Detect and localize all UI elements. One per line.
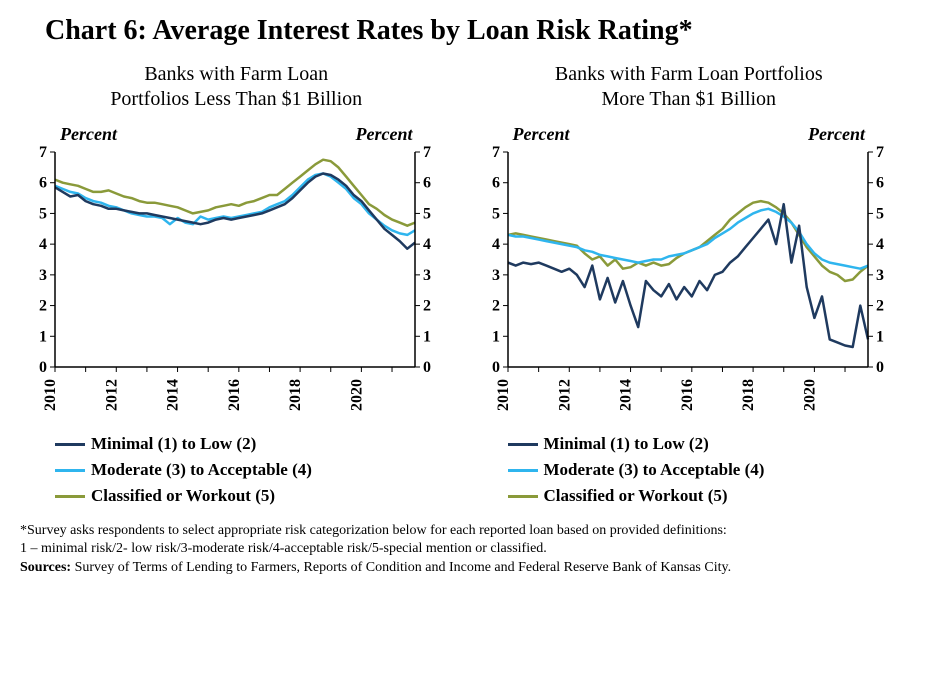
svg-text:0: 0 (492, 359, 500, 376)
left-ylabel-right: Percent (356, 124, 413, 145)
svg-text:0: 0 (423, 359, 431, 376)
svg-text:2018: 2018 (740, 379, 757, 411)
legend-item-minimal: Minimal (1) to Low (2) (55, 434, 453, 454)
svg-text:2: 2 (423, 298, 431, 315)
svg-text:2014: 2014 (617, 379, 634, 411)
right-legend: Minimal (1) to Low (2) Moderate (3) to Ac… (508, 434, 906, 512)
svg-text:4: 4 (423, 236, 431, 253)
right-subtitle: Banks with Farm Loan PortfoliosMore Than… (473, 62, 906, 116)
svg-text:3: 3 (492, 267, 500, 284)
svg-text:2016: 2016 (226, 379, 243, 411)
svg-text:2020: 2020 (801, 379, 818, 411)
svg-text:1: 1 (423, 328, 431, 345)
left-subtitle: Banks with Farm LoanPortfolios Less Than… (20, 62, 453, 116)
svg-text:6: 6 (39, 175, 47, 192)
svg-text:7: 7 (39, 144, 47, 161)
legend-swatch-moderate (508, 469, 538, 472)
legend-swatch-minimal (55, 443, 85, 446)
legend-item-moderate: Moderate (3) to Acceptable (4) (508, 460, 906, 480)
left-ylabel-left: Percent (60, 124, 117, 145)
sources-line: Sources: Survey of Terms of Lending to F… (20, 560, 905, 576)
sources-label: Sources: (20, 560, 71, 575)
svg-text:7: 7 (876, 144, 884, 161)
right-ylabel-right: Percent (808, 124, 865, 145)
legend-swatch-minimal (508, 443, 538, 446)
svg-text:3: 3 (39, 267, 47, 284)
svg-text:2: 2 (39, 298, 47, 315)
svg-text:0: 0 (39, 359, 47, 376)
svg-text:1: 1 (876, 328, 884, 345)
svg-text:1: 1 (39, 328, 47, 345)
right-ylabel-left: Percent (513, 124, 570, 145)
svg-text:7: 7 (492, 144, 500, 161)
svg-text:5: 5 (423, 205, 431, 222)
svg-text:5: 5 (39, 205, 47, 222)
svg-text:5: 5 (876, 205, 884, 222)
legend-item-moderate: Moderate (3) to Acceptable (4) (55, 460, 453, 480)
svg-text:6: 6 (492, 175, 500, 192)
svg-text:4: 4 (39, 236, 47, 253)
svg-text:4: 4 (492, 236, 500, 253)
sources-text: Survey of Terms of Lending to Farmers, R… (71, 560, 731, 575)
svg-text:2020: 2020 (348, 379, 365, 411)
legend-label-moderate: Moderate (3) to Acceptable (4) (91, 460, 312, 480)
legend-item-classified: Classified or Workout (5) (508, 486, 906, 506)
svg-text:2: 2 (492, 298, 500, 315)
svg-text:7: 7 (423, 144, 431, 161)
charts-row: Banks with Farm LoanPortfolios Less Than… (20, 62, 905, 512)
svg-text:2016: 2016 (678, 379, 695, 411)
left-legend: Minimal (1) to Low (2) Moderate (3) to Ac… (55, 434, 453, 512)
svg-text:6: 6 (876, 175, 884, 192)
right-chart-container: Percent Percent 0 0 1 1 2 2 3 3 4 4 5 5 6 6 7 7 2010 2012… (473, 122, 906, 422)
chart-main-title: Chart 6: Average Interest Rates by Loan … (45, 15, 905, 47)
svg-text:2014: 2014 (165, 379, 182, 411)
svg-text:4: 4 (876, 236, 884, 253)
footnote: *Survey asks respondents to select appro… (20, 522, 905, 558)
legend-swatch-moderate (55, 469, 85, 472)
svg-text:2012: 2012 (103, 379, 120, 411)
svg-text:2: 2 (876, 298, 884, 315)
svg-text:3: 3 (876, 267, 884, 284)
svg-text:3: 3 (423, 267, 431, 284)
svg-text:1: 1 (492, 328, 500, 345)
svg-text:5: 5 (492, 205, 500, 222)
legend-swatch-classified (55, 495, 85, 498)
legend-label-classified: Classified or Workout (5) (91, 486, 275, 506)
left-panel: Banks with Farm LoanPortfolios Less Than… (20, 62, 453, 512)
legend-swatch-classified (508, 495, 538, 498)
right-panel: Banks with Farm Loan PortfoliosMore Than… (473, 62, 906, 512)
legend-label-moderate: Moderate (3) to Acceptable (4) (544, 460, 765, 480)
svg-text:0: 0 (876, 359, 884, 376)
legend-item-minimal: Minimal (1) to Low (2) (508, 434, 906, 454)
left-chart-container: Percent Percent 0 0 1 1 2 2 3 3 4 4 5 5 6 6 7 7 2010 2012… (20, 122, 453, 422)
left-chart-svg: 0 0 1 1 2 2 3 3 4 4 5 5 6 6 7 7 2010 2012 2014 2016 2018 2020 (20, 122, 450, 422)
legend-item-classified: Classified or Workout (5) (55, 486, 453, 506)
svg-text:2018: 2018 (287, 379, 304, 411)
right-chart-svg: 0 0 1 1 2 2 3 3 4 4 5 5 6 6 7 7 2010 2012 2014 2016 2018 2020 (473, 122, 903, 422)
legend-label-minimal: Minimal (1) to Low (2) (91, 434, 256, 454)
svg-text:2010: 2010 (42, 379, 59, 411)
svg-text:2010: 2010 (495, 379, 512, 411)
svg-text:2012: 2012 (556, 379, 573, 411)
legend-label-classified: Classified or Workout (5) (544, 486, 728, 506)
legend-label-minimal: Minimal (1) to Low (2) (544, 434, 709, 454)
svg-text:6: 6 (423, 175, 431, 192)
